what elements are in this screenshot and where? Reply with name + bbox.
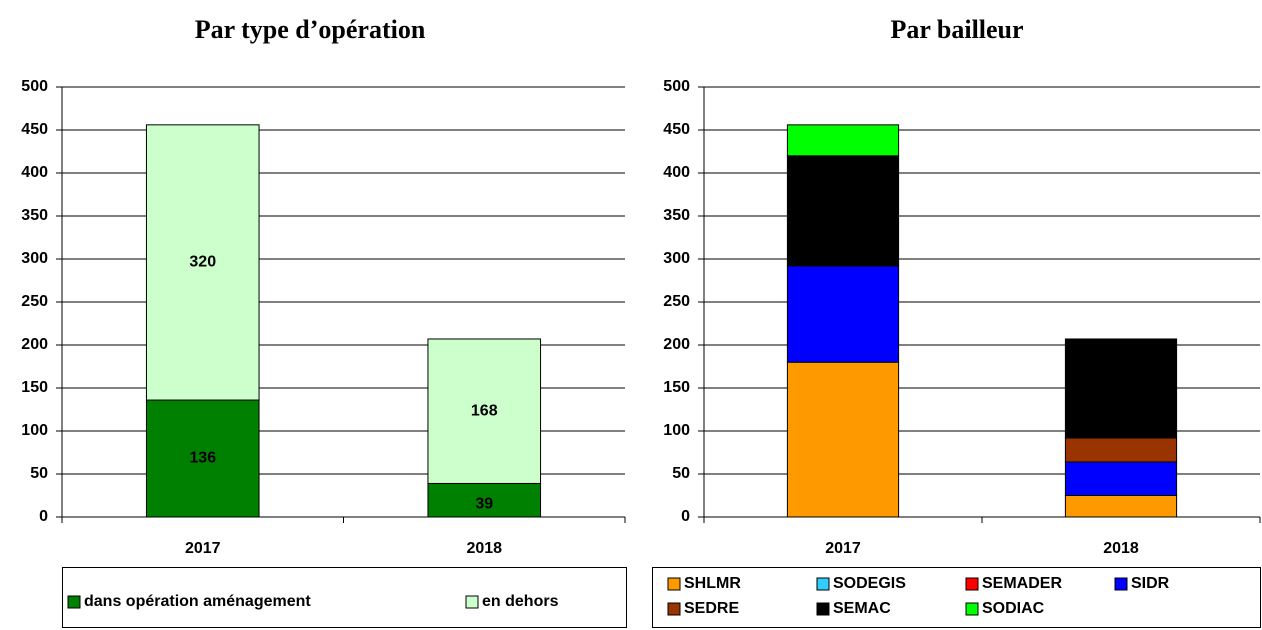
y-tick-label: 100	[663, 422, 690, 439]
chart-title: Par bailleur	[890, 15, 1023, 44]
bar-segment	[145, 124, 260, 401]
legend-swatch	[816, 577, 830, 591]
y-tick-label: 300	[663, 250, 690, 267]
legend-label: SEMAC	[833, 600, 891, 617]
legend-swatch	[1114, 577, 1128, 591]
y-tick-label: 450	[21, 121, 48, 138]
data-label: 168	[471, 402, 498, 419]
legend-swatch	[816, 602, 830, 616]
bar-segment	[1064, 338, 1178, 439]
legend-box	[62, 567, 627, 628]
y-tick-label: 150	[21, 379, 48, 396]
y-tick-label: 0	[681, 508, 690, 525]
legend-label: dans opération aménagement	[84, 593, 311, 610]
legend-label: SEMADER	[982, 575, 1062, 592]
bar-segment	[427, 338, 542, 484]
bar-segment	[1064, 437, 1178, 463]
legend-label: en dehors	[482, 593, 559, 610]
y-tick-label: 350	[21, 207, 48, 224]
y-tick-label: 300	[21, 250, 48, 267]
y-tick-label: 50	[30, 465, 48, 482]
y-tick-label: 200	[663, 336, 690, 353]
bar-segment	[786, 124, 900, 157]
legend-swatch	[965, 602, 979, 616]
y-tick-label: 0	[39, 508, 48, 525]
y-tick-label: 500	[663, 78, 690, 95]
legend-swatch	[67, 595, 81, 609]
legend-box	[652, 567, 1261, 628]
y-tick-label: 250	[21, 293, 48, 310]
bar-segment	[145, 399, 260, 518]
y-tick-label: 150	[663, 379, 690, 396]
y-tick-label: 400	[21, 164, 48, 181]
legend-label: SODIAC	[982, 600, 1045, 617]
y-tick-label: 500	[21, 78, 48, 95]
legend-swatch	[965, 577, 979, 591]
y-tick-label: 50	[672, 465, 690, 482]
bar-segment	[786, 265, 900, 363]
x-tick-label: 2018	[466, 540, 502, 557]
y-tick-label: 450	[663, 121, 690, 138]
bar-segment	[1064, 495, 1178, 518]
legend-swatch	[667, 577, 681, 591]
y-tick-label: 350	[663, 207, 690, 224]
x-tick-label: 2017	[185, 540, 221, 557]
chart-title: Par type d’opération	[195, 15, 426, 44]
legend-label: SHLMR	[684, 575, 741, 592]
y-tick-label: 400	[663, 164, 690, 181]
y-tick-label: 250	[663, 293, 690, 310]
y-tick-label: 100	[21, 422, 48, 439]
bar-segment	[786, 361, 900, 518]
data-label: 320	[189, 254, 216, 271]
data-label: 136	[189, 450, 216, 467]
bar-segment	[786, 155, 900, 267]
legend-label: SODEGIS	[833, 575, 906, 592]
y-tick-label: 200	[21, 336, 48, 353]
x-tick-label: 2017	[825, 540, 861, 557]
legend-swatch	[667, 602, 681, 616]
bar-segment	[1064, 461, 1178, 496]
x-tick-label: 2018	[1103, 540, 1139, 557]
legend-swatch	[465, 595, 479, 609]
data-label: 39	[475, 495, 493, 512]
legend-label: SEDRE	[684, 600, 739, 617]
bar-segment	[427, 482, 542, 518]
legend-label: SIDR	[1131, 575, 1170, 592]
